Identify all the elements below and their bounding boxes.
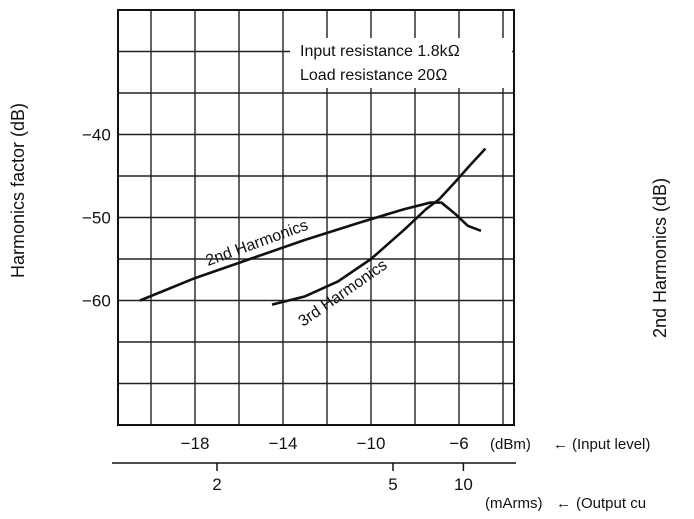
x-tick-label: −18 [181, 434, 210, 453]
annotation-background [290, 38, 512, 88]
x-tick-label: −6 [449, 434, 468, 453]
ticks-layer: −40 −50 −60 −18 −14 −10 −6 2 5 10 [82, 126, 473, 495]
x-primary-unit-label: (dBm) [490, 436, 531, 453]
x-secondary-tick-label: 2 [212, 475, 221, 494]
x-tick-label: −10 [357, 434, 386, 453]
y-tick-label: −40 [82, 126, 111, 145]
x-tick-label: −14 [269, 434, 298, 453]
annotation-input-resistance: Input resistance 1.8kΩ [300, 43, 460, 60]
y-tick-label: −60 [82, 292, 111, 311]
x-secondary-quantity-label: (Output cu [576, 495, 646, 512]
x-secondary-tick-label: 5 [388, 475, 397, 494]
x-secondary-unit-label: (mArms) [485, 495, 542, 512]
x-secondary-tick-label: 10 [454, 475, 473, 494]
y-tick-label: −50 [82, 209, 111, 228]
y-axis-label: Harmonics factor (dB) [8, 102, 28, 278]
series-line-1 [139, 201, 482, 302]
plot-frame [117, 9, 515, 426]
grid [118, 10, 514, 425]
x-primary-arrow: ← [553, 436, 568, 453]
annotation-load-resistance: Load resistance 20Ω [300, 67, 448, 84]
x-primary-quantity-label: (Input level) [572, 436, 650, 453]
y-axis-label-secondary: 2nd Harmonics (dB) [650, 177, 670, 338]
series-line-2 [271, 147, 487, 306]
x-secondary-arrow: ← [556, 495, 571, 512]
